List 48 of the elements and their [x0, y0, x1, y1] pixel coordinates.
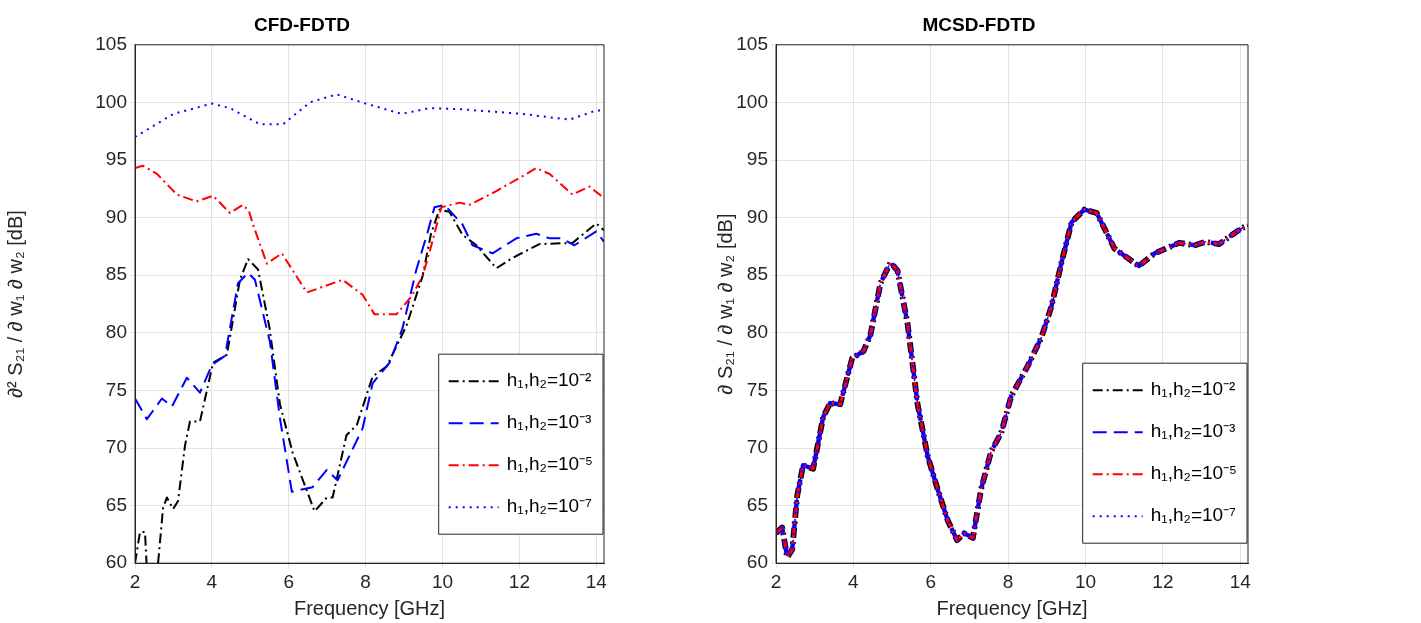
x-tick-label: 2 — [770, 570, 782, 592]
y-tick-label: 75 — [746, 378, 768, 400]
y-tick-label: 90 — [746, 205, 768, 227]
legend-label: h₁,h₂=10⁻² — [506, 369, 592, 391]
y-tick-label: 80 — [105, 321, 127, 343]
y-tick-label: 100 — [95, 90, 127, 112]
y-tick-label: 85 — [746, 263, 768, 285]
y-tick-label: 95 — [105, 148, 127, 170]
legend-label: h₁,h₂=10⁻⁵ — [1150, 462, 1238, 484]
x-tick-label: 14 — [1229, 570, 1252, 592]
x-tick-label: 2 — [129, 570, 141, 592]
y-tick-label: 65 — [105, 493, 127, 515]
x-tick-label: 4 — [206, 570, 218, 592]
x-axis-title: Frequency [GHz] — [936, 596, 1088, 619]
y-axis-title: ∂² S₂₁ / ∂ w₁ ∂ w₂ [dB] — [3, 210, 26, 398]
legend-label: h₁,h₂=10⁻³ — [506, 411, 592, 433]
y-axis-title: ∂ S₂₁ / ∂ w₁ ∂ w₂ [dB] — [713, 213, 736, 395]
y-tick-label: 75 — [105, 378, 127, 400]
y-tick-label: 95 — [746, 148, 768, 170]
x-tick-label: 8 — [1002, 570, 1014, 592]
x-tick-label: 12 — [508, 570, 530, 592]
y-tick-label: 80 — [746, 321, 768, 343]
x-tick-label: 10 — [1074, 570, 1097, 592]
x-tick-label: 12 — [1152, 570, 1174, 592]
legend-label: h₁,h₂=10⁻³ — [1150, 420, 1236, 442]
legend-label: h₁,h₂=10⁻⁷ — [506, 495, 593, 517]
x-tick-label: 6 — [925, 570, 937, 592]
y-tick-label: 90 — [105, 205, 127, 227]
y-tick-label: 85 — [105, 263, 127, 285]
legend-label: h₁,h₂=10⁻⁷ — [1150, 504, 1237, 526]
x-tick-label: 8 — [360, 570, 371, 592]
y-tick-label: 105 — [95, 33, 127, 55]
chart-title: CFD-FDTD — [253, 13, 351, 35]
x-tick-label: 4 — [848, 570, 860, 592]
legend-label: h₁,h₂=10⁻⁵ — [506, 453, 594, 475]
legend-label: h₁,h₂=10⁻² — [1150, 378, 1236, 400]
y-tick-label: 70 — [105, 436, 127, 458]
x-tick-label: 10 — [431, 570, 454, 592]
y-tick-label: 65 — [746, 493, 768, 515]
y-tick-label: 100 — [736, 90, 768, 112]
x-tick-label: 6 — [283, 570, 295, 592]
y-tick-label: 70 — [746, 436, 768, 458]
y-tick-label: 60 — [746, 551, 768, 573]
x-tick-label: 14 — [585, 570, 608, 592]
chart-title: MCSD-FDTD — [922, 13, 1036, 35]
y-tick-label: 60 — [105, 551, 127, 573]
y-tick-label: 105 — [736, 33, 768, 55]
x-axis-title: Frequency [GHz] — [293, 596, 446, 619]
